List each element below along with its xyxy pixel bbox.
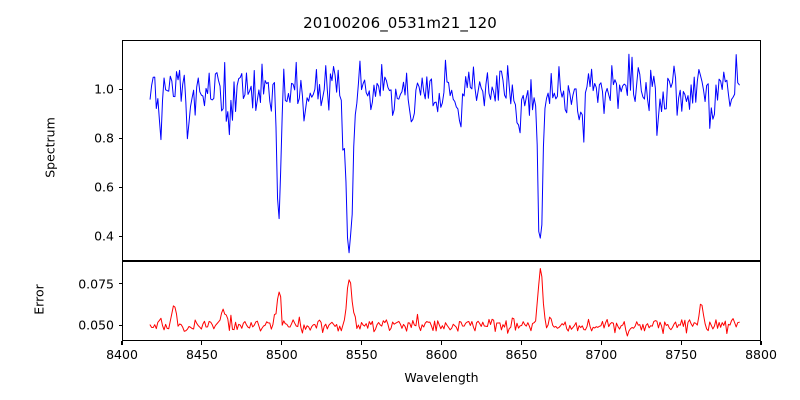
spectrum-y-tick-label: 1.0 xyxy=(94,81,114,97)
spectrum-y-tick-label: 0.4 xyxy=(94,228,114,244)
x-tick-label: 8450 xyxy=(185,347,218,362)
spectrum-y-tickmark xyxy=(118,186,122,188)
spectrum-y-tick-label: 0.8 xyxy=(94,130,114,146)
error-trace xyxy=(123,262,760,340)
x-tickmark xyxy=(760,341,762,345)
spectrum-trace xyxy=(123,41,760,260)
error-plot-panel xyxy=(122,261,761,341)
spectrum-y-tickmark xyxy=(118,88,122,90)
x-tickmark xyxy=(520,341,522,345)
error-y-tickmark xyxy=(118,324,122,326)
spectrum-plot-panel xyxy=(122,40,761,261)
x-tick-label: 8600 xyxy=(425,347,458,362)
x-tickmark xyxy=(201,341,203,345)
x-tickmark xyxy=(281,341,283,345)
spectrum-y-tickmark xyxy=(118,235,122,237)
x-tickmark xyxy=(440,341,443,345)
x-tickmark xyxy=(121,341,123,345)
spectrum-y-tick-label: 0.6 xyxy=(94,179,114,195)
error-y-tickmark xyxy=(118,282,122,285)
error-y-tick-label: 0.050 xyxy=(78,317,114,333)
x-tick-label: 8650 xyxy=(505,347,538,362)
x-tickmark xyxy=(600,341,602,345)
x-tickmark xyxy=(361,341,363,345)
x-tick-label: 8500 xyxy=(265,347,298,362)
x-tick-label: 8400 xyxy=(106,347,138,362)
error-y-tick-label: 0.075 xyxy=(78,276,114,291)
x-tick-label: 8800 xyxy=(745,347,777,362)
x-tickmark xyxy=(680,341,682,345)
spectrum-y-tickmark xyxy=(118,137,122,139)
x-tick-label: 8700 xyxy=(585,347,618,362)
wavelength-axis-label: Wavelength xyxy=(404,370,479,385)
x-tick-label: 8750 xyxy=(665,347,698,362)
x-tick-label: 8550 xyxy=(345,347,378,362)
page-title: 20100206_0531m21_120 xyxy=(303,14,497,32)
